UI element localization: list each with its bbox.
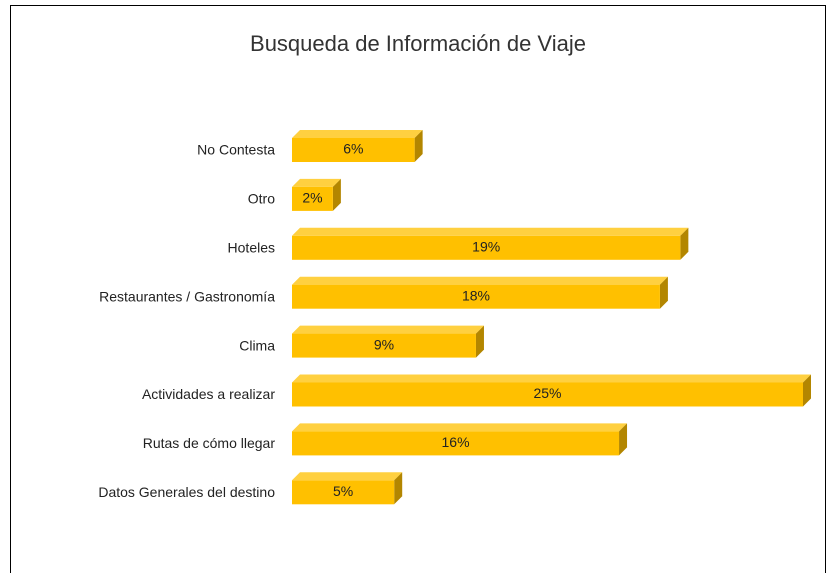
- bar-top: [292, 130, 423, 138]
- bar-front: [292, 431, 620, 456]
- bar-side: [414, 130, 423, 162]
- bar: [292, 130, 423, 162]
- category-label: Rutas de cómo llegar: [143, 435, 276, 451]
- chart-title: Busqueda de Información de Viaje: [250, 31, 586, 56]
- category-label: Otro: [248, 191, 275, 207]
- data-label: 6%: [343, 141, 363, 157]
- category-label: Restaurantes / Gastronomía: [99, 288, 275, 304]
- bar-front: [292, 333, 476, 358]
- bar: [292, 423, 628, 456]
- bar-front: [292, 284, 660, 309]
- bar-top: [292, 178, 341, 187]
- category-label: Hoteles: [228, 240, 275, 256]
- category-label: No Contesta: [197, 142, 275, 158]
- data-label: 9%: [374, 336, 394, 352]
- data-label: 2%: [302, 190, 322, 206]
- data-label: 18%: [462, 287, 490, 303]
- bar-top: [292, 276, 668, 285]
- bar-front: [292, 186, 333, 211]
- bar-top: [292, 472, 403, 481]
- bar: [292, 178, 341, 211]
- data-label: 19%: [472, 239, 500, 255]
- bar-front: [292, 138, 415, 162]
- bar: [292, 472, 403, 505]
- bar-top: [292, 325, 484, 334]
- bar-side: [803, 374, 811, 407]
- bar-side: [659, 276, 668, 309]
- category-label: Actividades a realizar: [142, 386, 275, 402]
- data-label: 16%: [442, 434, 470, 450]
- category-label: Datos Generales del destino: [98, 484, 275, 500]
- bar-side: [619, 423, 628, 456]
- bar: [292, 374, 811, 407]
- bar-top: [292, 227, 689, 236]
- bar-front: [292, 480, 395, 505]
- bar-top: [292, 374, 811, 383]
- bar-side: [332, 178, 341, 211]
- data-label: 25%: [533, 385, 561, 401]
- bar: [292, 325, 484, 358]
- bar: [292, 227, 689, 260]
- bar-side: [680, 227, 689, 260]
- data-label: 5%: [333, 483, 353, 499]
- bar-top: [292, 423, 628, 432]
- bar: [292, 276, 668, 309]
- bar-side: [475, 325, 484, 358]
- bar-side: [394, 472, 403, 505]
- bar-front: [292, 235, 681, 260]
- category-label: Clima: [239, 337, 275, 353]
- bar-front: [292, 382, 803, 407]
